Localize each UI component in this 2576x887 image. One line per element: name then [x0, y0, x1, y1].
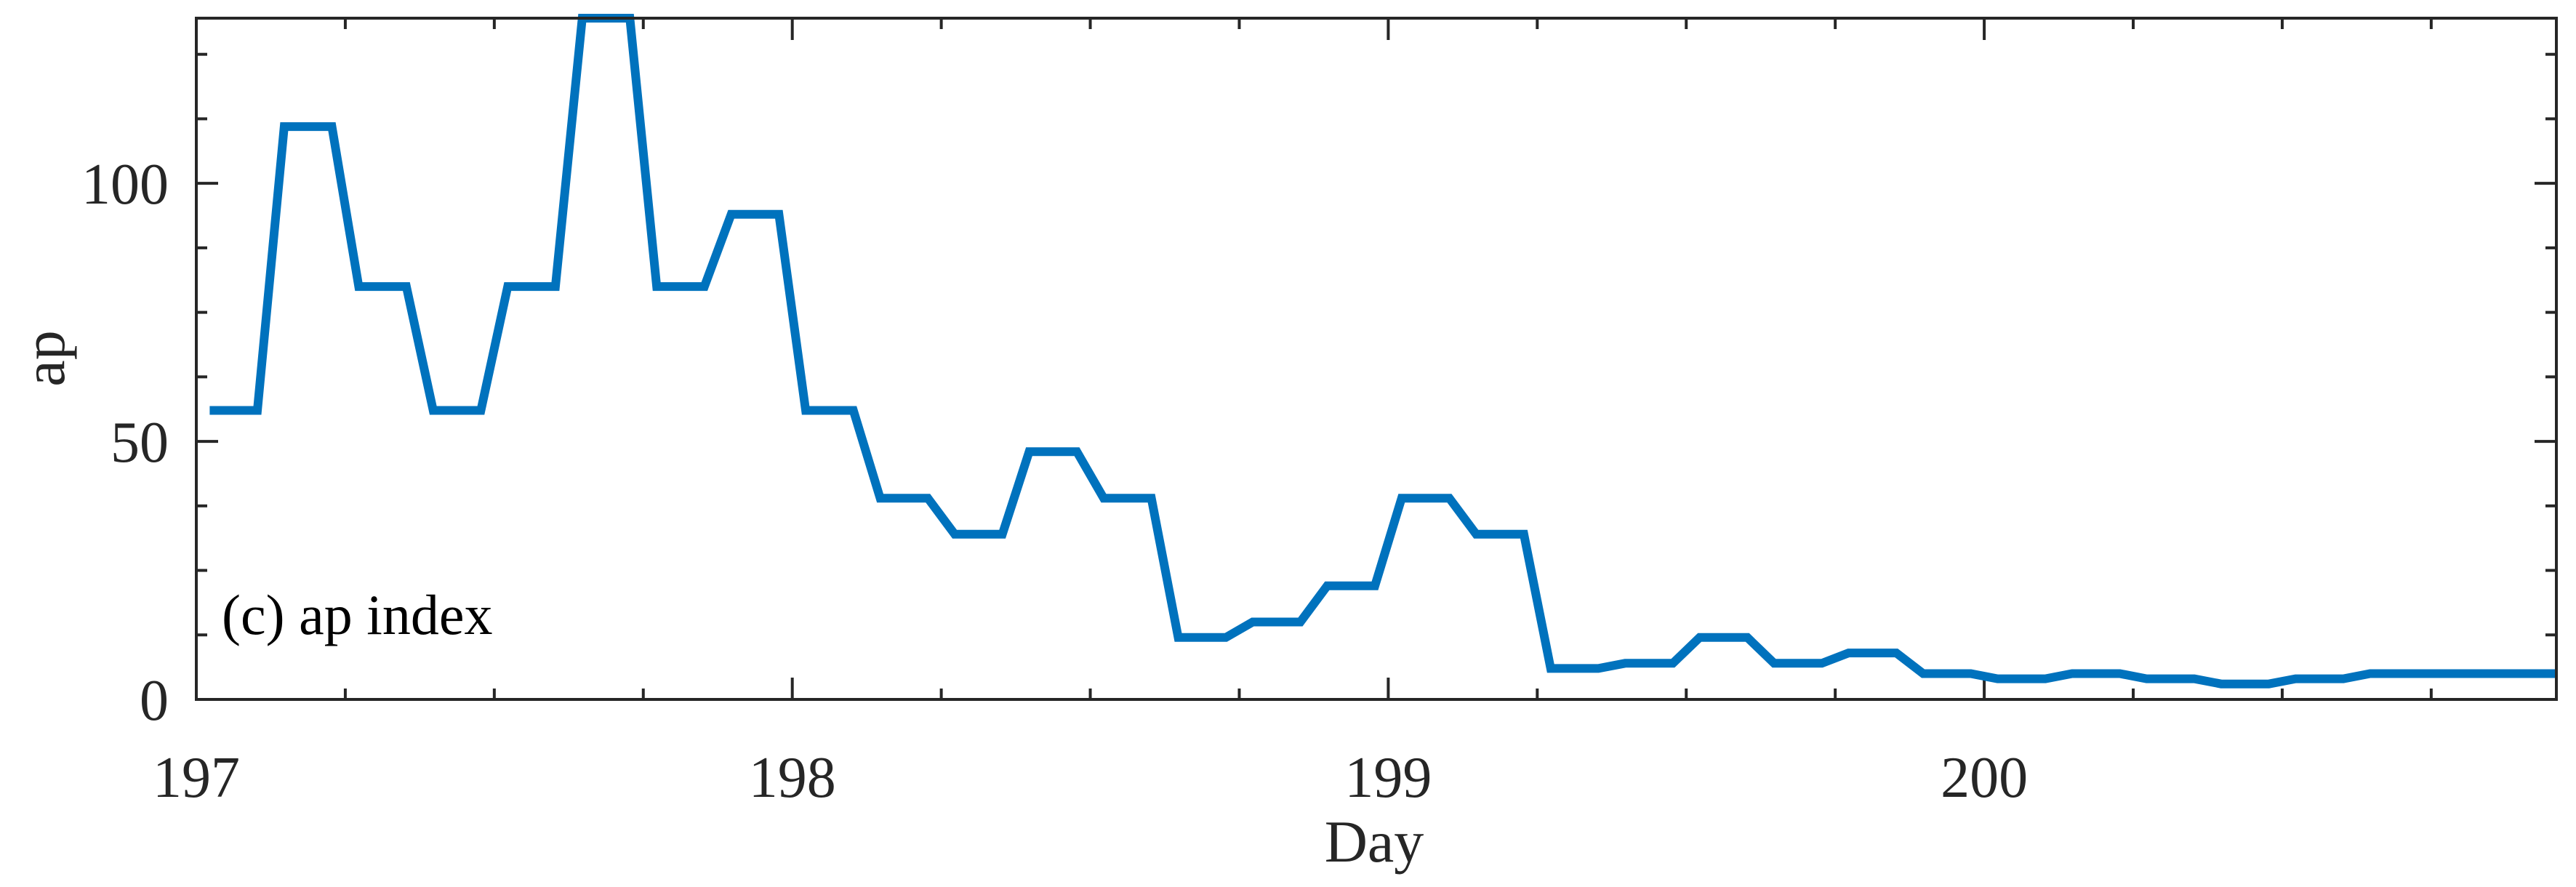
- tick-labels: 197 198 199 200 0 50 100: [81, 153, 2028, 810]
- minor-ticks: [196, 18, 2556, 699]
- annotation-label: (c) ap index: [222, 583, 492, 646]
- y-axis-label: ap: [11, 330, 77, 386]
- y-tick-label: 50: [111, 411, 169, 475]
- x-tick-label: 200: [1941, 746, 2028, 810]
- ap-series-line: [209, 14, 2556, 689]
- plot-frame: [195, 17, 2558, 701]
- x-tick-label: 199: [1344, 746, 1432, 810]
- x-tick-label: 197: [153, 746, 240, 810]
- y-tick-label: 0: [140, 669, 169, 733]
- y-tick-label: 100: [81, 153, 169, 217]
- x-tick-label: 198: [749, 746, 836, 810]
- x-axis-label: Day: [1325, 808, 1424, 875]
